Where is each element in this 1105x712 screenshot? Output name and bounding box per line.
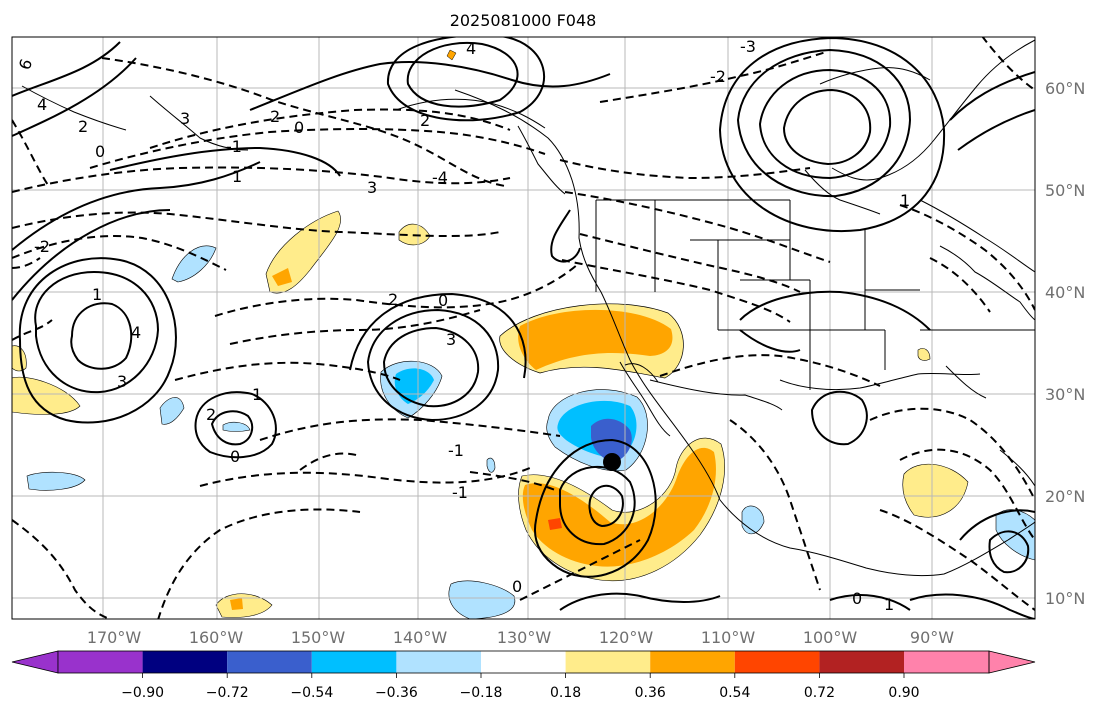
colorbar-bin	[650, 651, 735, 673]
colorbar-tick-label: −0.36	[375, 685, 418, 701]
colorbar-bin	[58, 651, 143, 673]
contour-label: -1	[226, 137, 242, 156]
contour-label: 0	[294, 118, 304, 137]
lon-label: 120°W	[599, 628, 654, 647]
negative-contours	[12, 37, 1035, 619]
colorbar-bin	[142, 651, 228, 673]
lon-label: 160°W	[189, 628, 244, 647]
positive-contours	[12, 37, 1035, 619]
colorbar-tick-label: 0.18	[550, 685, 581, 701]
longitude-labels: 170°W 160°W 150°W 140°W 130°W 120°W 110°…	[87, 628, 954, 647]
contour-label: 1	[900, 191, 910, 210]
lon-label: 170°W	[87, 628, 142, 647]
colorbar-tick-label: −0.54	[290, 685, 333, 701]
lat-label: 10°N	[1045, 589, 1085, 608]
contour-label: 2	[270, 107, 280, 126]
coastlines-and-borders	[21, 39, 1035, 577]
contour-label: -3	[740, 37, 756, 56]
colorbar-bin	[904, 651, 989, 673]
colorbar-bin	[396, 651, 481, 673]
lon-label: 100°W	[803, 628, 858, 647]
contour-label: 0	[230, 447, 240, 466]
lat-label: 60°N	[1045, 79, 1085, 98]
colorbar-tick-label: 0.90	[888, 685, 919, 701]
colorbar-bin	[311, 651, 397, 673]
colorbar-left-extension	[11, 650, 59, 674]
contour-label: 1	[252, 385, 262, 404]
colorbar: −0.90 −0.72 −0.54 −0.36 −0.18 0.18 0.36 …	[11, 650, 1036, 701]
contour-label: -1	[452, 483, 468, 502]
contour-label: 3	[117, 372, 127, 391]
contour-label: 3	[446, 330, 456, 349]
lon-label: 130°W	[497, 628, 552, 647]
contour-label: 2	[388, 290, 398, 309]
lat-label: 30°N	[1045, 385, 1085, 404]
contour-label-group: 6 4 2 0 3 1 4 3 2 0 -1 -2 4 3 1 2 3 2 0 …	[15, 37, 910, 614]
colorbar-tick-label: −0.18	[460, 685, 503, 701]
lon-label: 150°W	[291, 628, 346, 647]
colorbar-tick-label: 0.36	[635, 685, 666, 701]
contour-label: -1	[448, 441, 464, 460]
colorbar-tick-label: −0.90	[121, 685, 164, 701]
contour-lines	[12, 37, 1035, 619]
colorbar-frame	[57, 650, 990, 674]
colorbar-tick-label: −0.72	[206, 685, 249, 701]
contour-label: 0	[852, 589, 862, 608]
storm-center-marker	[603, 453, 621, 471]
contour-label: 1	[232, 167, 242, 186]
contour-label: 1	[92, 285, 102, 304]
latitude-labels: 60°N 50°N 40°N 30°N 20°N 10°N	[1045, 79, 1085, 608]
contour-label: 3	[180, 109, 190, 128]
colorbar-bin	[734, 651, 820, 673]
contour-label: -2	[710, 67, 726, 86]
colorbar-tick-label: 0.54	[719, 685, 750, 701]
contour-label: 1	[884, 595, 894, 614]
map-title: 2025081000 F048	[450, 11, 597, 30]
lon-label: 90°W	[910, 628, 954, 647]
contour-label: 2	[420, 111, 430, 130]
lat-label: 40°N	[1045, 283, 1085, 302]
contour-label: 3	[367, 178, 377, 197]
contour-label: 2	[78, 117, 88, 136]
contour-label: 0	[512, 577, 522, 596]
map-plot-area: 6 4 2 0 3 1 4 3 2 0 -1 -2 4 3 1 2 3 2 0 …	[12, 37, 1035, 619]
contour-label: 0	[438, 291, 448, 310]
colorbar-bin	[565, 651, 651, 673]
colorbar-bin	[819, 651, 904, 673]
lon-label: 140°W	[393, 628, 448, 647]
lat-label: 50°N	[1045, 181, 1085, 200]
contour-label: -2	[34, 237, 50, 256]
colorbar-ticks	[142, 673, 905, 678]
lon-label: 110°W	[701, 628, 756, 647]
contour-label: -4	[432, 168, 448, 187]
colorbar-bin	[227, 651, 312, 673]
contour-label: 4	[466, 39, 476, 58]
colorbar-tick-label: 0.72	[804, 685, 835, 701]
contour-label: 4	[37, 95, 47, 114]
map-frame	[11, 36, 1036, 620]
contour-label: 4	[131, 323, 141, 342]
contour-label: 2	[206, 405, 216, 424]
contour-label: 0	[95, 142, 105, 161]
colorbar-bin	[481, 651, 566, 673]
lat-label: 20°N	[1045, 487, 1085, 506]
colorbar-right-extension	[988, 650, 1036, 674]
